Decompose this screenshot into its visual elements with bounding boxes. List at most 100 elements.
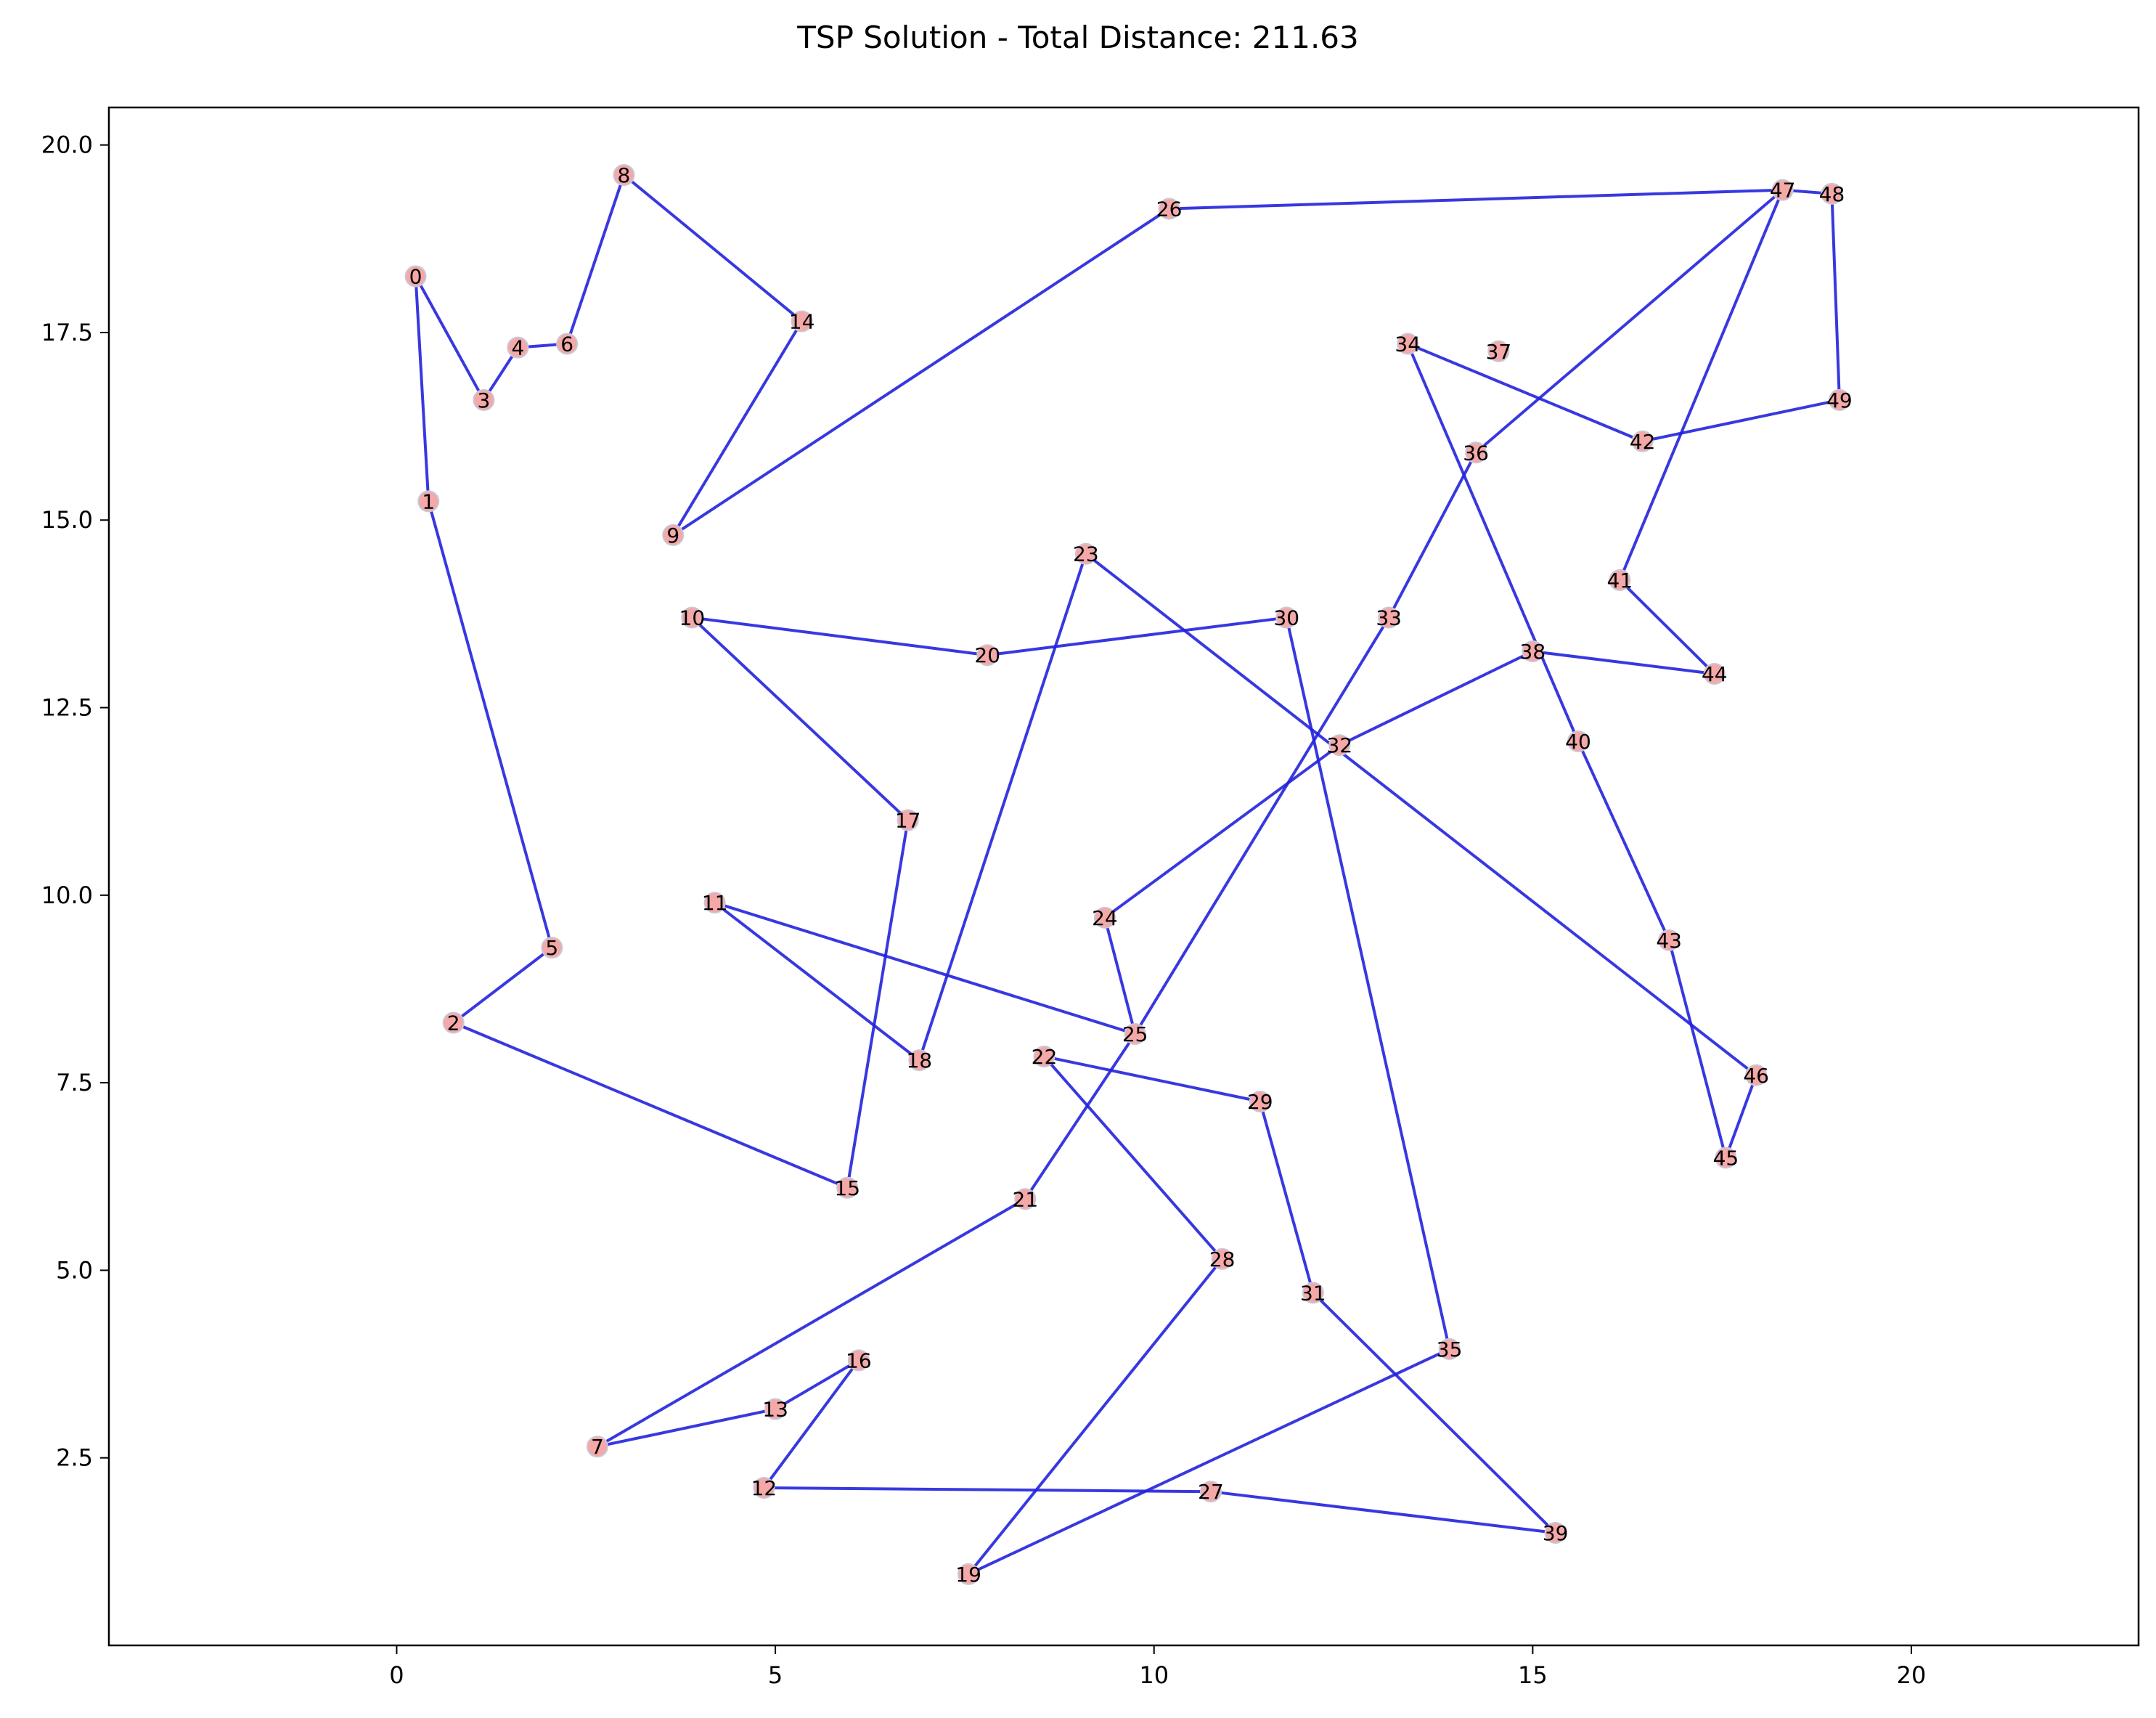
city-label: 38 [1520,640,1546,664]
city-label: 13 [762,1398,788,1422]
route-segment [846,820,910,1189]
route-segment [968,1348,1450,1576]
city-point [1771,179,1794,201]
route-lines [414,174,1841,1576]
plot-frame [107,106,2140,1647]
route-segment [762,1359,860,1489]
city-point [1609,569,1631,591]
route-segment [714,901,920,1062]
city-point [1522,640,1544,663]
route-segment [1618,579,1716,675]
route-segment [1577,741,1670,941]
city-label: 4 [511,336,524,360]
route-segment [1133,616,1390,1035]
city-labels: 0123456789101112131415161718192021222324… [409,163,1853,1587]
city-label: 19 [955,1563,981,1587]
city-label: 9 [666,524,679,547]
route-segment [1830,193,1841,401]
route-segment [1169,188,1783,211]
city-label: 21 [1013,1187,1039,1211]
city-point [897,809,919,831]
city-point [1487,340,1510,362]
city-point [1328,734,1351,757]
route-segment [452,946,553,1025]
x-tick-label: 10 [1139,1661,1169,1689]
city-point [442,1011,465,1034]
route-segment [690,616,910,821]
city-label: 22 [1032,1045,1058,1069]
city-label: 3 [478,388,491,412]
route-segment [414,275,486,401]
city-point [1124,1022,1146,1045]
city-point [703,892,726,914]
city-point [662,524,685,546]
y-axis-ticks: 2.5 5.0 7.5 10.0 12.5 15.0 17.5 20.0 [41,131,109,1472]
route-segment [623,174,803,322]
x-tick-label: 20 [1897,1661,1927,1689]
route-segment [1258,1101,1315,1293]
route-segment [452,1021,848,1189]
city-point [1275,606,1298,629]
city-label: 42 [1630,430,1656,454]
city-label: 16 [846,1348,872,1372]
route-segment [1024,1033,1137,1200]
city-label: 26 [1156,197,1183,221]
city-point [586,1436,608,1458]
route-segment [987,616,1287,657]
route-segment [1103,744,1341,919]
city-label: 2 [447,1011,460,1035]
route-segment [565,174,626,345]
route-segment [1042,1055,1224,1261]
route-segment [1642,398,1840,443]
y-tick-label: 12.5 [41,694,93,722]
city-label: 8 [618,163,631,187]
city-point [791,310,813,333]
route-segment [427,500,554,948]
city-point [764,1398,787,1420]
city-point [957,1563,980,1585]
city-point [908,1049,931,1072]
city-point [681,606,703,629]
city-point [1745,1064,1768,1086]
city-label: 35 [1437,1338,1463,1361]
route-segment [1406,343,1580,742]
y-tick-label: 20.0 [41,131,93,159]
city-label: 49 [1826,388,1853,412]
city-label: 24 [1092,906,1118,930]
city-label: 31 [1300,1281,1326,1305]
y-tick-label: 7.5 [56,1069,93,1096]
city-point [1158,198,1180,220]
route-segment [1103,917,1137,1035]
city-point [1828,388,1850,411]
route-segment [1044,1055,1261,1103]
route-segment [1285,617,1451,1350]
city-point [1249,1090,1271,1112]
city-label: 43 [1656,929,1682,953]
city-point [847,1349,870,1372]
route-segment [596,1197,1026,1448]
city-point [417,490,440,513]
city-label: 46 [1743,1064,1769,1088]
y-tick-label: 10.0 [41,882,93,909]
city-point [1465,441,1487,464]
y-tick-label: 5.0 [56,1256,93,1284]
city-label: 33 [1376,606,1402,630]
city-label: 6 [560,332,573,356]
route-segment [1667,940,1728,1158]
city-label: 27 [1198,1480,1224,1504]
city-label: 34 [1395,332,1421,356]
city-label: 1 [422,489,435,513]
city-label: 45 [1713,1146,1739,1170]
city-point [1544,1522,1567,1544]
city-point [1074,542,1097,565]
city-point [1014,1188,1037,1210]
route-segment [414,276,430,502]
route-segment [1724,1075,1758,1159]
city-label: 28 [1209,1247,1236,1271]
route-segment [1407,342,1643,443]
city-point [1658,929,1681,951]
city-label: 29 [1247,1090,1273,1114]
route-segment [671,320,804,536]
